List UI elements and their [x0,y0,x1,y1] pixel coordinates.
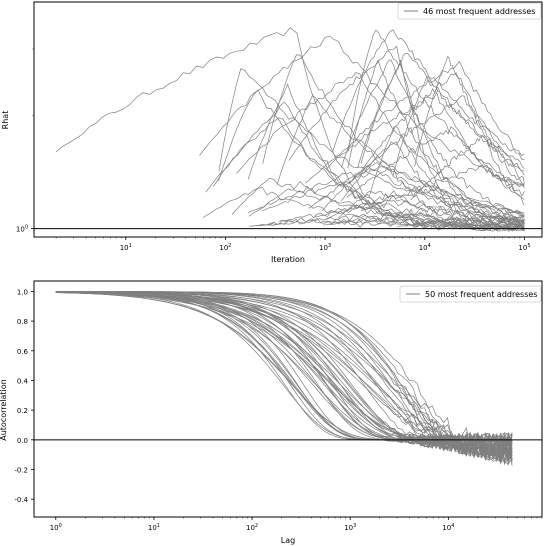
rhat-series-line [357,60,525,231]
rhat-series-line [288,45,525,229]
rhat-series-line [348,95,525,185]
rhat-x-tick-label: 105 [518,243,530,252]
rhat-x-axis: 101 102 103 104 105 [55,237,531,252]
acf-chart: 100 101 102 103 104 1.0 0.8 0.6 0.4 0.2 0.0 -0.2 -0… [0,280,543,545]
acf-legend-box [399,285,542,303]
rhat-series-line [347,29,525,188]
rhat-series-line [360,164,525,212]
rhat-series-line [340,59,525,214]
acf-legend: 50 most frequent addresses [399,285,542,303]
rhat-series-group [55,27,525,232]
acf-legend-label: 50 most frequent addresses [425,290,537,299]
rhat-x-tick-label: 102 [219,243,231,252]
acf-y-axis-label: Autocorrelation [0,379,8,441]
acf-series-line [55,292,513,458]
acf-plot-frame [33,280,543,518]
rhat-x-tick-label: 103 [319,243,331,252]
rhat-series-line [332,29,525,160]
acf-y-tick-label: 0.2 [17,407,28,415]
acf-series-line [55,291,513,457]
rhat-legend-label: 46 most frequent addresses [423,7,535,16]
rhat-series-line [236,72,525,218]
rhat-series-line [414,55,525,184]
rhat-series-line [335,203,525,224]
acf-y-axis: 1.0 0.8 0.6 0.4 0.2 0.0 -0.2 -0.4 [14,288,34,504]
acf-y-tick-label: 1.0 [17,288,28,296]
rhat-series-line [392,75,525,177]
acf-y-tick-label: 0.0 [17,437,28,445]
rhat-y-tick-label: 100 [16,225,28,234]
rhat-series-line [278,199,525,224]
rhat-series-line [305,91,525,200]
rhat-plot-frame [33,1,543,238]
acf-series-line [55,291,513,461]
rhat-series-line [248,180,525,230]
rhat-x-tick-label: 104 [419,243,431,252]
acf-y-tick-label: -0.2 [14,467,28,475]
rhat-series-line [199,35,525,187]
rhat-x-tick-label: 101 [120,243,132,252]
rhat-series-line [326,60,525,170]
rhat-series-line [247,171,525,232]
acf-y-tick-label: -0.4 [14,496,28,504]
rhat-series-line [202,187,525,230]
rhat-series-line [347,59,525,223]
acf-y-tick-label: 0.4 [17,377,29,385]
acf-x-tick-label: 100 [50,523,62,532]
rhat-series-line [231,177,525,227]
acf-y-tick-label: 0.6 [17,348,29,356]
rhat-legend: 46 most frequent addresses [397,2,542,20]
rhat-series-line [218,68,525,219]
rhat-series-line [321,165,525,216]
acf-x-tick-label: 103 [344,523,356,532]
acf-x-axis-label: Lag [281,536,295,545]
acf-series-line [55,291,513,466]
rhat-series-line [262,166,525,216]
rhat-series-line [258,215,525,230]
rhat-series-line [314,184,525,223]
rhat-series-line [276,94,525,218]
rhat-x-axis-label: Iteration [271,255,305,264]
rhat-legend-box [397,2,542,20]
acf-x-tick-label: 101 [148,523,160,532]
acf-y-tick-label: 0.8 [17,318,28,326]
acf-x-axis: 100 101 102 103 104 [50,517,543,532]
rhat-y-axis-label: Rhat [1,111,10,130]
rhat-series-line [247,83,525,232]
acf-x-tick-label: 104 [442,523,454,532]
acf-x-tick-label: 102 [246,523,258,532]
rhat-series-line [359,72,525,176]
